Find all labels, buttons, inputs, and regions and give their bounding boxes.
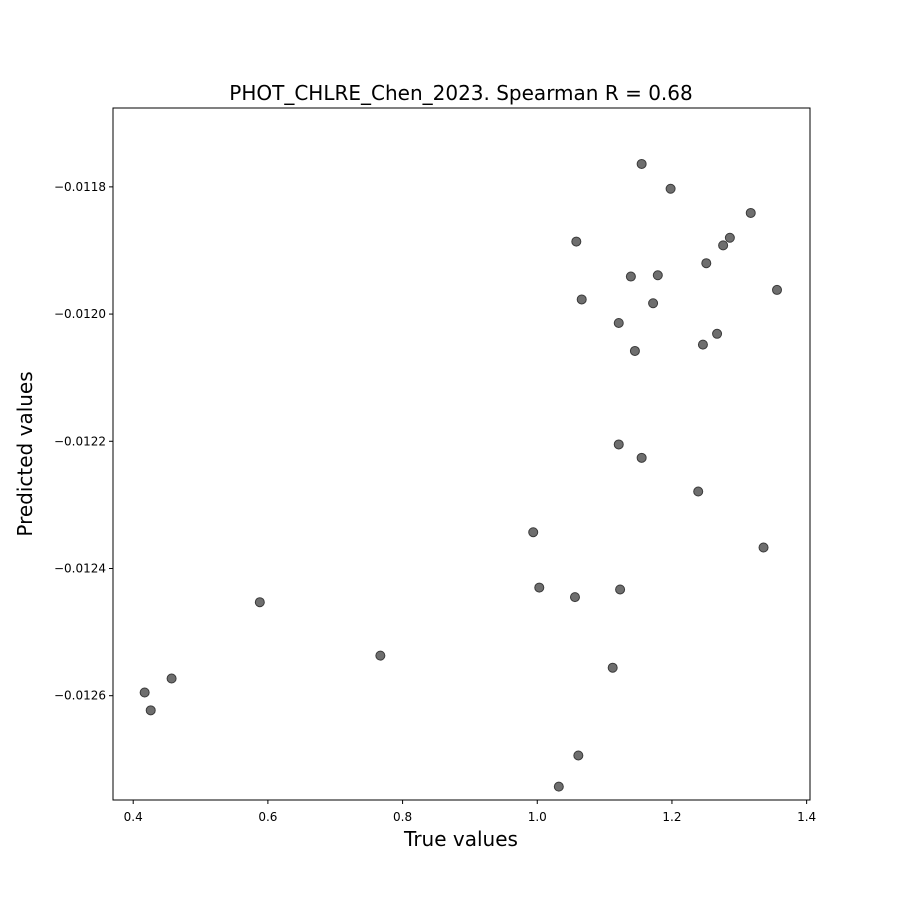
data-point (718, 240, 729, 251)
data-point (625, 271, 636, 282)
y-tick-label: −0.0120 (54, 307, 106, 321)
chart-title: PHOT_CHLRE_Chen_2023. Spearman R = 0.68 (229, 81, 692, 105)
data-point (724, 232, 735, 243)
data-point (534, 582, 545, 593)
data-point (697, 339, 708, 350)
data-point (528, 527, 539, 538)
data-point (254, 597, 265, 608)
x-tick-label: 1.2 (662, 810, 681, 824)
y-axis: −0.0118 −0.0120 −0.0122 −0.0124 −0.0126 (54, 180, 113, 703)
data-point (145, 705, 156, 716)
data-points (139, 158, 783, 792)
y-tick-label: −0.0122 (54, 434, 106, 448)
data-point (772, 284, 783, 295)
data-point (139, 687, 150, 698)
data-point (571, 236, 582, 247)
data-point (573, 750, 584, 761)
data-point (576, 294, 587, 305)
data-point (636, 452, 647, 463)
data-point (745, 207, 756, 218)
data-point (758, 542, 769, 553)
x-tick-label: 1.4 (797, 810, 816, 824)
data-point (607, 662, 618, 673)
data-point (375, 650, 386, 661)
x-axis: 0.4 0.6 0.8 1.0 1.2 1.4 (124, 800, 816, 824)
data-point (613, 317, 624, 328)
data-point (665, 183, 676, 194)
data-point (652, 270, 663, 281)
data-point (613, 439, 624, 450)
y-tick-label: −0.0124 (54, 561, 106, 575)
data-point (553, 781, 564, 792)
data-point (648, 298, 659, 309)
data-point (569, 592, 580, 603)
x-tick-label: 0.8 (393, 810, 412, 824)
data-point (615, 584, 626, 595)
x-tick-label: 0.6 (258, 810, 277, 824)
x-tick-label: 0.4 (124, 810, 143, 824)
data-point (693, 486, 704, 497)
x-tick-label: 1.0 (528, 810, 547, 824)
x-axis-label: True values (403, 827, 518, 851)
data-point (629, 345, 640, 356)
data-point (701, 258, 712, 269)
data-point (636, 158, 647, 169)
plot-area-frame (112, 107, 811, 801)
y-tick-label: −0.0118 (54, 180, 106, 194)
data-point (712, 328, 723, 339)
data-point (166, 673, 177, 684)
y-axis-label: Predicted values (13, 371, 37, 536)
y-tick-label: −0.0126 (54, 689, 106, 703)
